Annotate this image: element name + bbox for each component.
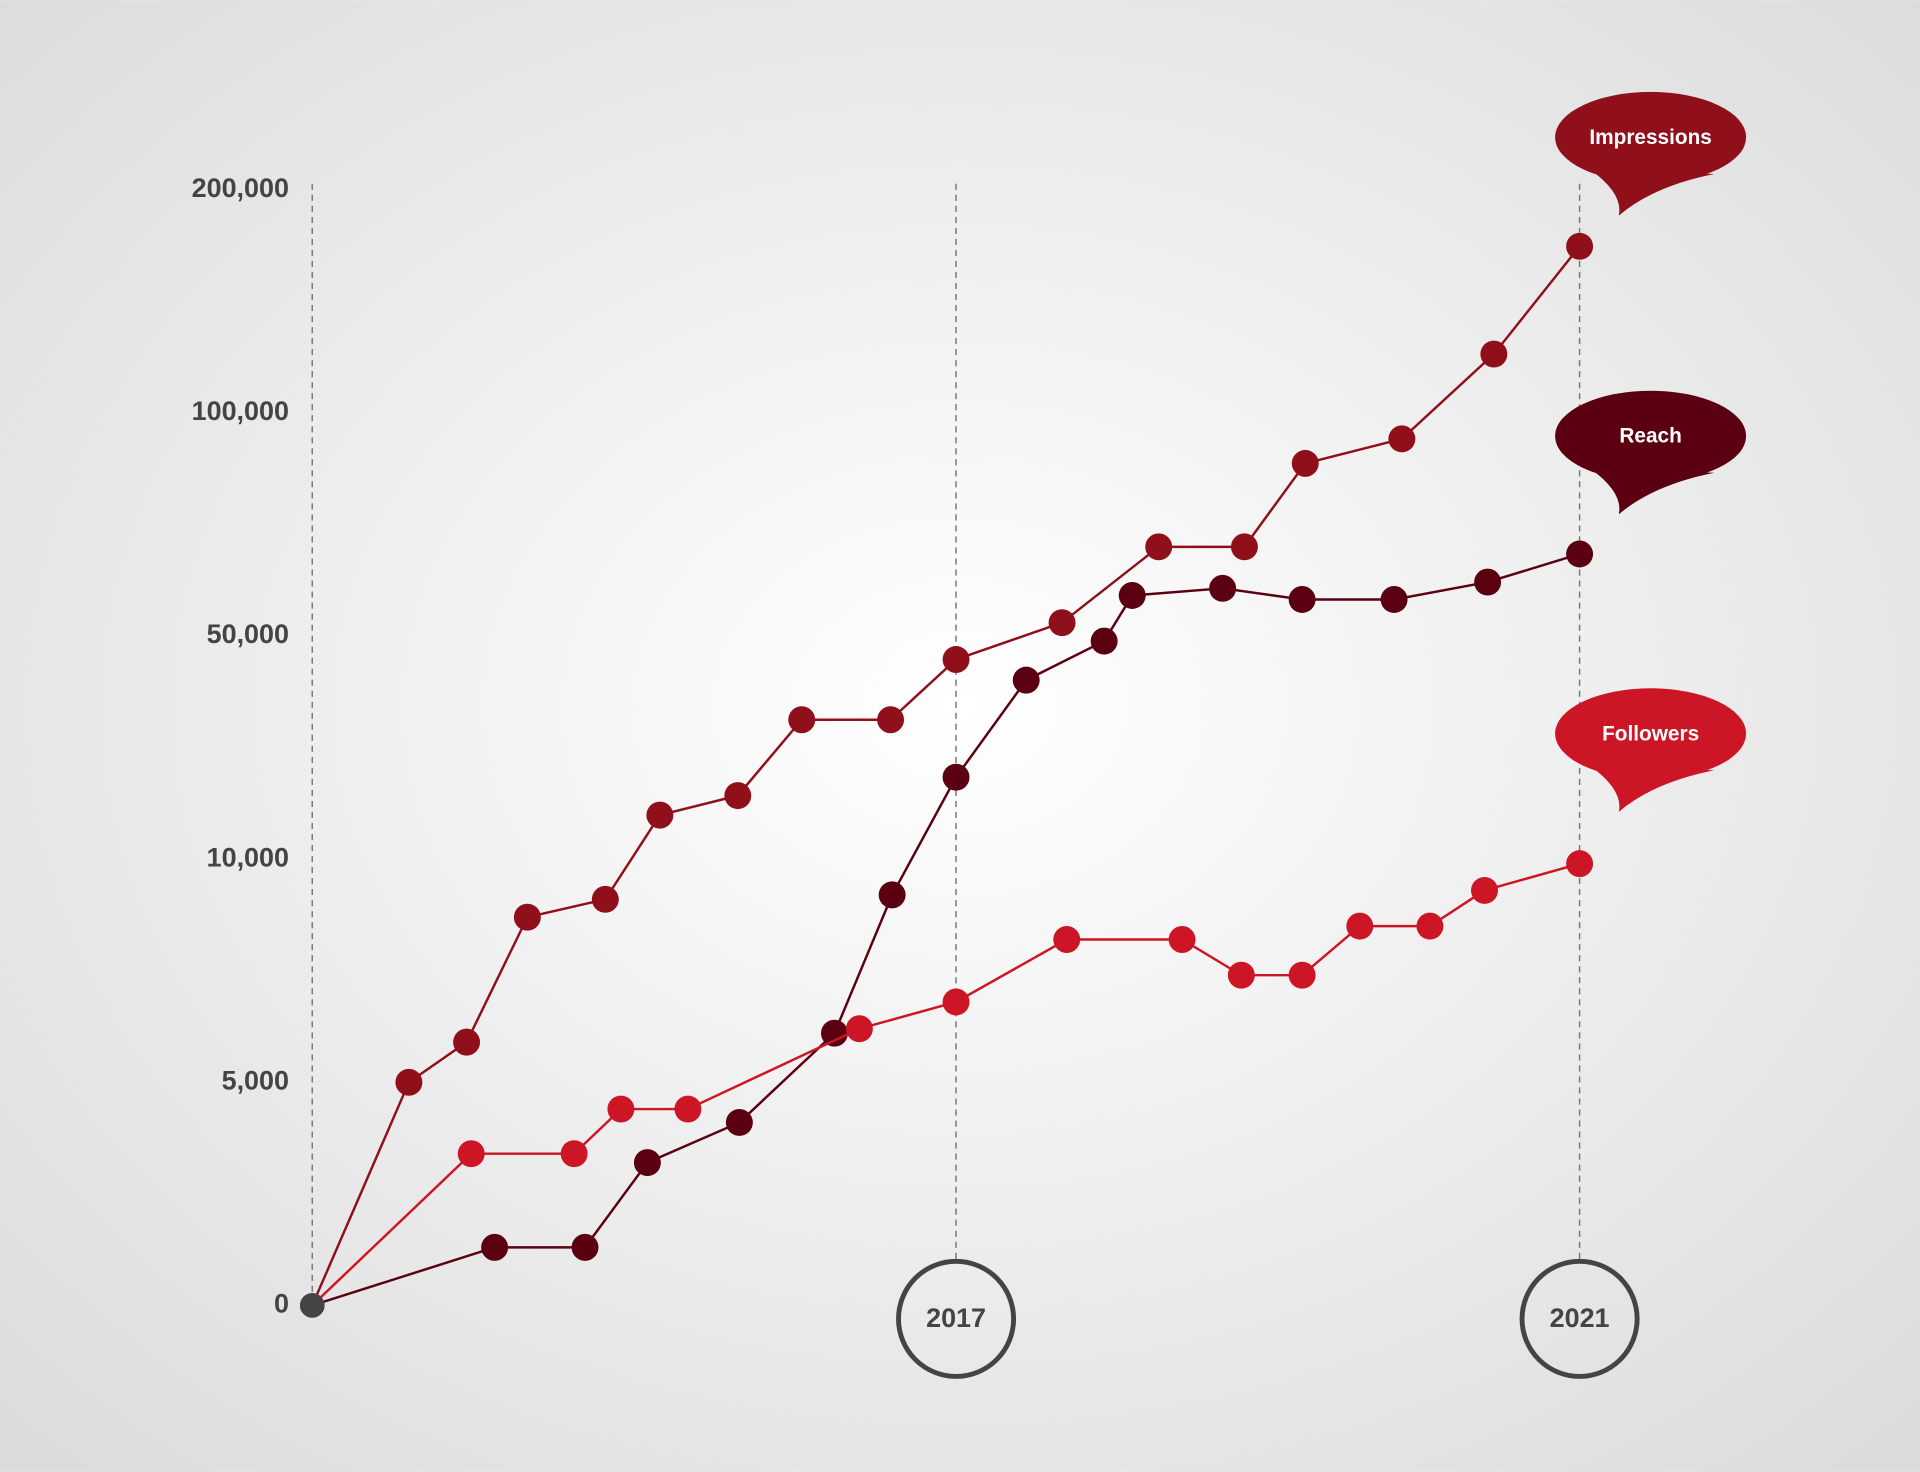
legend-label: Followers: [1602, 722, 1699, 745]
data-point: [1474, 568, 1502, 596]
x-tick-label: 2017: [926, 1303, 986, 1333]
data-point: [674, 1095, 702, 1123]
data-point: [1291, 449, 1319, 477]
data-point: [607, 1095, 635, 1123]
year-circle: [896, 1258, 1017, 1379]
data-point: [1566, 540, 1594, 568]
data-point: [1145, 533, 1173, 561]
data-point: [1288, 961, 1316, 989]
y-tick-label: 200,000: [192, 173, 289, 203]
data-point: [1230, 533, 1258, 561]
y-tick-label: 100,000: [192, 396, 289, 426]
x-tick-label: 2021: [1550, 1303, 1610, 1333]
data-point: [1048, 609, 1076, 637]
legend-label: Reach: [1619, 425, 1681, 448]
data-point: [1012, 666, 1040, 694]
data-point: [395, 1068, 423, 1096]
legend-bubble: [1589, 467, 1715, 515]
data-point: [1118, 582, 1146, 609]
data-point: [481, 1233, 509, 1261]
data-point: [633, 1149, 661, 1177]
data-point: [1168, 926, 1196, 953]
data-point: [513, 903, 541, 931]
data-point: [1388, 425, 1416, 453]
data-point: [1053, 926, 1081, 953]
data-point: [1566, 850, 1594, 878]
data-point: [878, 881, 906, 909]
data-point: [942, 763, 970, 791]
data-point: [942, 988, 970, 1016]
data-point: [591, 885, 619, 913]
data-point: [646, 801, 674, 829]
year-circle: [1519, 1258, 1640, 1379]
data-point: [724, 782, 752, 810]
data-point: [571, 1233, 599, 1261]
legend-bubble: [1589, 169, 1715, 216]
data-point: [1346, 912, 1374, 940]
legend-label: Impressions: [1589, 126, 1712, 149]
y-tick-label: 5,000: [222, 1065, 289, 1095]
data-point: [820, 1019, 848, 1047]
data-point: [877, 706, 905, 734]
y-tick-label: 10,000: [207, 842, 289, 872]
legend-bubble: [1555, 91, 1747, 183]
series-line: [311, 552, 1580, 1307]
data-point: [942, 646, 970, 673]
data-point: [725, 1108, 753, 1136]
data-point: [1566, 232, 1594, 260]
data-point: [1471, 876, 1498, 904]
data-point: [1288, 586, 1316, 613]
y-tick-label: 50,000: [207, 619, 289, 649]
data-point: [1416, 912, 1444, 940]
data-point: [560, 1140, 588, 1168]
data-point: [300, 1293, 325, 1318]
data-point: [1480, 340, 1508, 368]
legend-bubble: [1555, 688, 1747, 779]
data-point: [788, 706, 816, 734]
legend-bubble: [1589, 765, 1715, 812]
legend-bubble: [1555, 390, 1747, 482]
data-point: [1380, 586, 1408, 613]
data-point: [1227, 961, 1255, 989]
data-point: [1090, 627, 1118, 655]
data-point: [1209, 574, 1237, 602]
data-point: [845, 1015, 873, 1043]
data-point: [453, 1028, 481, 1056]
data-point: [457, 1140, 485, 1168]
y-tick-label: 0: [274, 1288, 289, 1318]
